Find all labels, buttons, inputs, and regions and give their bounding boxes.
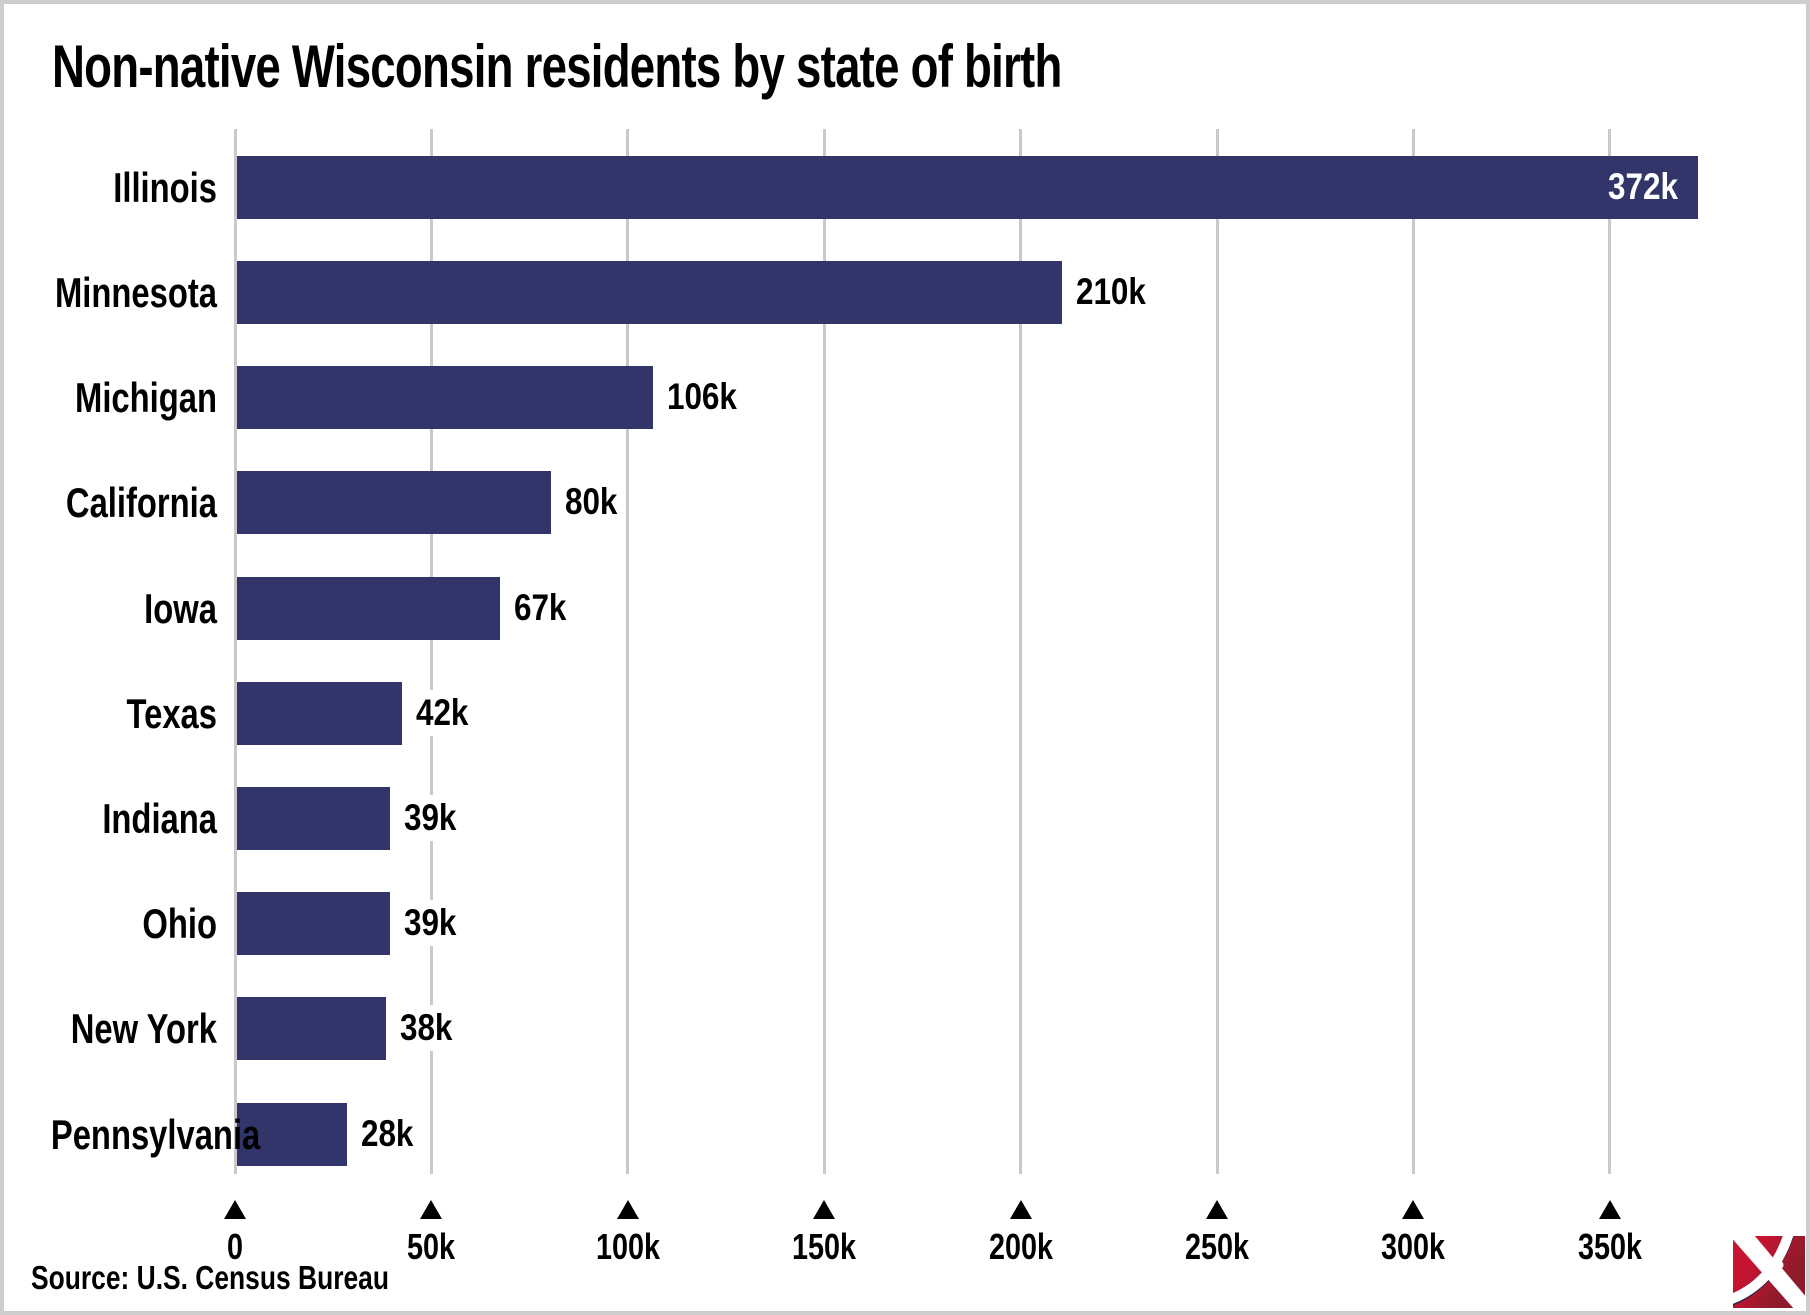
tick-triangle-icon	[1598, 1200, 1621, 1219]
gridline-100k	[626, 129, 630, 1174]
bar-row-minnesota: 210k	[235, 260, 1785, 324]
bar-texas	[237, 681, 402, 745]
category-label-illinois: Illinois	[113, 163, 217, 211]
tick-label-0: 0	[226, 1226, 244, 1267]
bar-row-ohio: 39k	[235, 892, 1785, 956]
value-label: 67k	[508, 584, 573, 631]
logo-knob	[1774, 1260, 1784, 1270]
tick-triangle-icon	[420, 1200, 443, 1219]
value-label: 39k	[398, 900, 463, 947]
bar-row-michigan: 106k	[235, 366, 1785, 430]
tick-label-200k: 200k	[988, 1226, 1053, 1267]
bar-michigan	[237, 366, 654, 430]
bar-ohio	[237, 892, 391, 956]
gridline-300k	[1411, 129, 1415, 1174]
bar-california	[237, 471, 552, 535]
category-label-california: California	[65, 479, 217, 527]
value-label: 42k	[409, 689, 475, 736]
category-label-minnesota: Minnesota	[55, 268, 217, 316]
logo-handle	[1733, 1236, 1805, 1308]
gridline-350k	[1608, 129, 1612, 1174]
tick-triangle-icon	[813, 1200, 836, 1219]
tick-label-100k: 100k	[595, 1226, 660, 1267]
chart-title: Non-native Wisconsin residents by state …	[52, 33, 1062, 100]
gridline-250k	[1215, 129, 1219, 1174]
source-note: Source: U.S. Census Bureau	[31, 1259, 389, 1296]
tick-triangle-icon	[1402, 1200, 1425, 1219]
category-label-iowa: Iowa	[144, 584, 217, 632]
plot-area: 372k 210k 106k 80k 67k 42k 39k 39k 38k 28k	[233, 129, 1795, 1174]
bar-row-illinois: 372k	[235, 155, 1785, 219]
tick-triangle-icon	[224, 1200, 246, 1219]
category-label-pennsylvania: Pennsylvania	[50, 1110, 261, 1158]
category-label-new-york: New York	[70, 1005, 218, 1053]
bar-row-california: 80k	[235, 471, 1785, 535]
category-label-indiana: Indiana	[102, 794, 217, 842]
bar-indiana	[237, 786, 391, 850]
tick-triangle-icon	[1206, 1200, 1228, 1219]
value-label: 106k	[661, 374, 744, 421]
bar-row-texas: 42k	[235, 681, 1785, 745]
tick-label-250k: 250k	[1184, 1226, 1250, 1267]
tick-label-150k: 150k	[792, 1226, 857, 1267]
bar-iowa	[237, 576, 501, 640]
value-label: 38k	[394, 1005, 459, 1052]
tick-label-350k: 350k	[1577, 1226, 1642, 1267]
bar-row-pennsylvania: 28k	[235, 1102, 1785, 1166]
tick-triangle-icon	[1009, 1200, 1032, 1219]
gridline-50k	[429, 129, 433, 1174]
category-label-ohio: Ohio	[142, 900, 217, 948]
value-label: 210k	[1069, 268, 1152, 315]
bar-row-new-york: 38k	[235, 997, 1785, 1061]
bar-row-iowa: 67k	[235, 576, 1785, 640]
bar-illinois	[237, 155, 1699, 219]
gridline-200k	[1019, 129, 1023, 1174]
category-label-michigan: Michigan	[75, 374, 217, 422]
pickaxe-logo	[1733, 1236, 1805, 1308]
gridline-0	[233, 129, 237, 1174]
value-label: 28k	[354, 1110, 420, 1157]
bar-new-york	[237, 997, 387, 1061]
value-label: 39k	[398, 794, 463, 841]
value-label: 80k	[559, 479, 624, 526]
tick-triangle-icon	[616, 1200, 639, 1219]
bar-row-indiana: 39k	[235, 786, 1785, 850]
bar-pennsylvania	[237, 1102, 347, 1166]
tick-label-300k: 300k	[1381, 1226, 1446, 1267]
gridline-150k	[822, 129, 826, 1174]
tick-label-50k: 50k	[407, 1226, 456, 1267]
bar-minnesota	[237, 260, 1062, 324]
category-label-texas: Texas	[126, 689, 217, 737]
value-label: 372k	[1608, 165, 1679, 207]
